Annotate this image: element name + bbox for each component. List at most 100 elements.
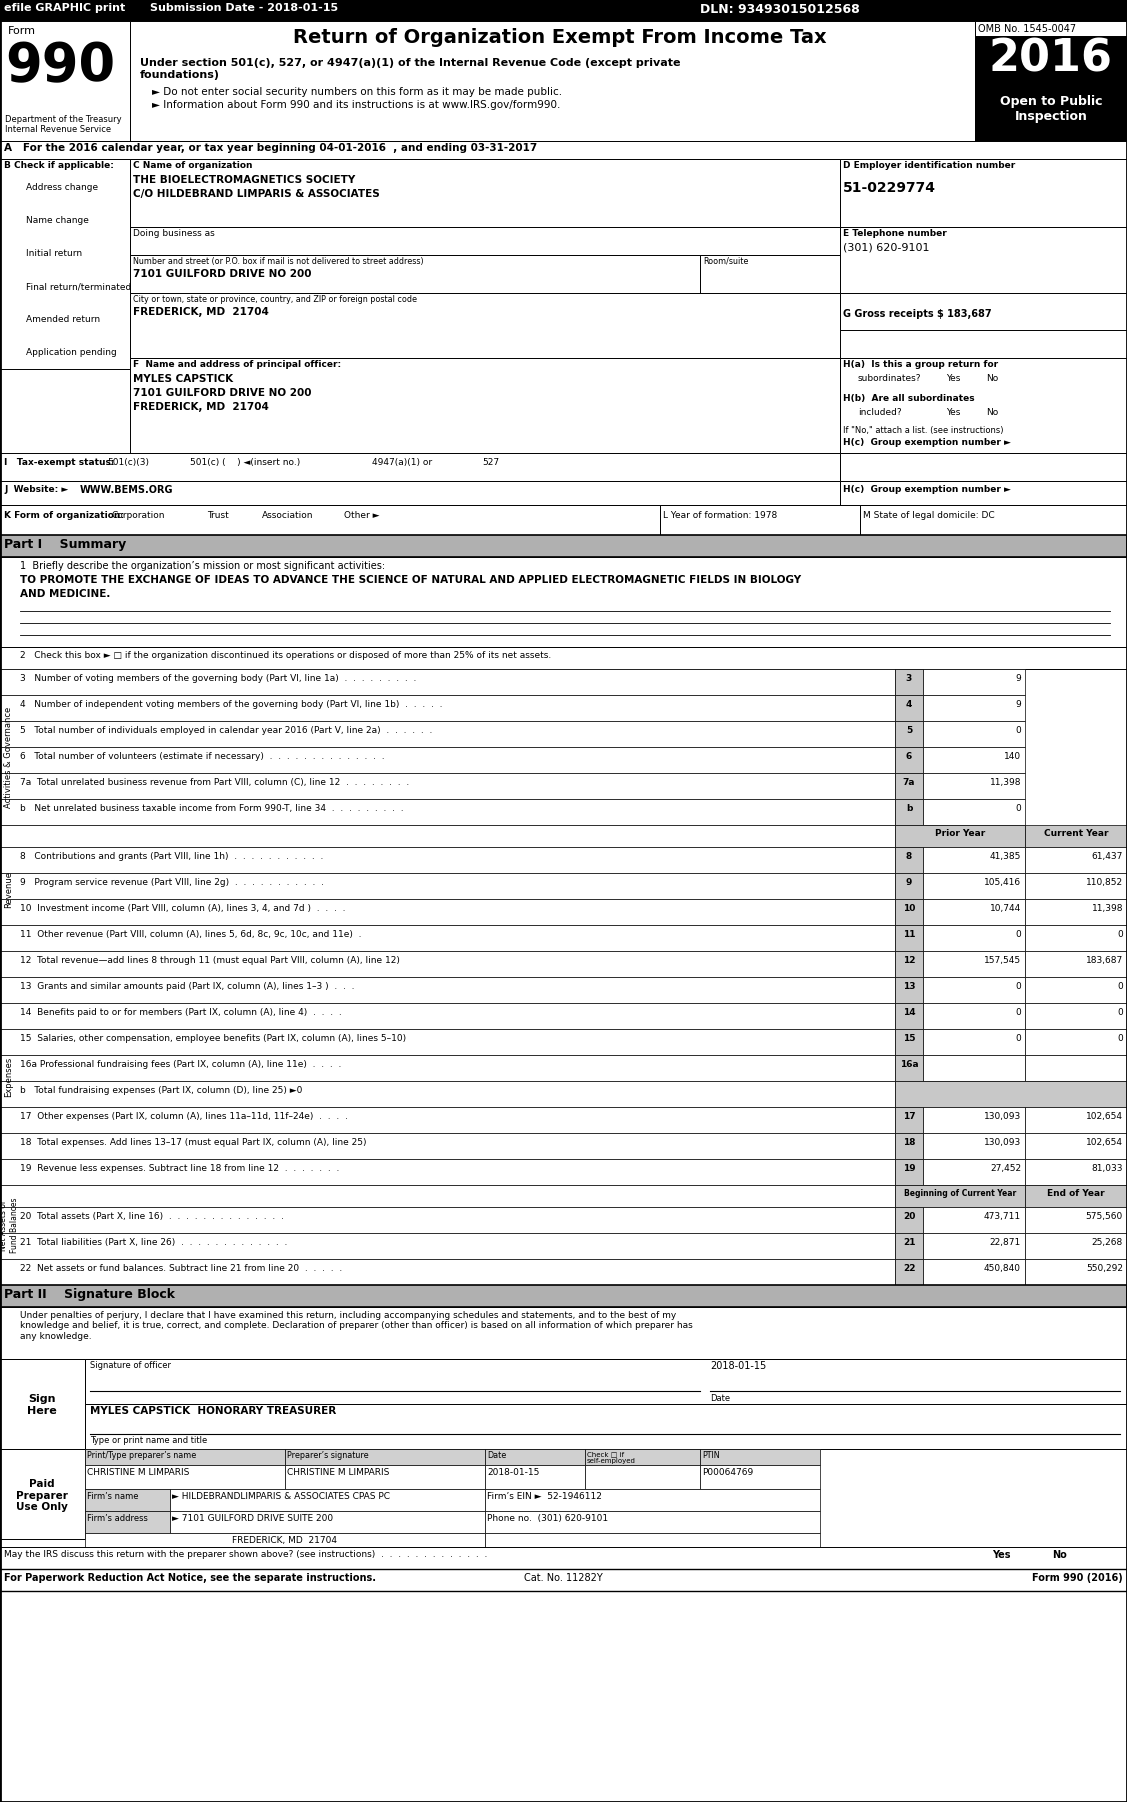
- Text: For Paperwork Reduction Act Notice, see the separate instructions.: For Paperwork Reduction Act Notice, see …: [5, 1573, 376, 1582]
- Text: 4: 4: [906, 699, 912, 708]
- Text: 21: 21: [903, 1238, 915, 1247]
- Bar: [975, 377, 984, 386]
- Text: May the IRS discuss this return with the preparer shown above? (see instructions: May the IRS discuss this return with the…: [5, 1550, 487, 1559]
- Bar: [0, 1186, 895, 1207]
- Text: Doing business as: Doing business as: [133, 229, 215, 238]
- Bar: [85, 1512, 170, 1534]
- Bar: [1024, 899, 1127, 924]
- Text: 13: 13: [903, 982, 915, 991]
- Bar: [85, 1404, 1127, 1449]
- Text: 10: 10: [903, 905, 915, 914]
- Bar: [923, 899, 1024, 924]
- Bar: [923, 847, 1024, 872]
- Bar: [0, 798, 895, 825]
- Bar: [923, 748, 1024, 773]
- Text: H(c)  Group exemption number ►: H(c) Group exemption number ►: [843, 438, 1011, 447]
- Bar: [585, 1449, 700, 1465]
- Text: Name change: Name change: [26, 216, 89, 225]
- Bar: [923, 1159, 1024, 1186]
- Bar: [923, 721, 1024, 748]
- Text: 22: 22: [903, 1263, 915, 1272]
- Text: Internal Revenue Service: Internal Revenue Service: [5, 124, 112, 133]
- Text: C Name of organization: C Name of organization: [133, 160, 252, 169]
- Bar: [895, 1081, 1127, 1106]
- Bar: [923, 696, 1024, 721]
- Text: ► HILDEBRANDLIMPARIS & ASSOCIATES CPAS PC: ► HILDEBRANDLIMPARIS & ASSOCIATES CPAS P…: [172, 1492, 390, 1501]
- Bar: [95, 461, 105, 470]
- Text: 17: 17: [903, 1112, 915, 1121]
- Text: 9: 9: [1015, 674, 1021, 683]
- Text: 15: 15: [903, 1034, 915, 1043]
- Text: ► Do not enter social security numbers on this form as it may be made public.: ► Do not enter social security numbers o…: [152, 86, 562, 97]
- Text: 2   Check this box ► □ if the organization discontinued its operations or dispos: 2 Check this box ► □ if the organization…: [20, 651, 551, 660]
- Text: 105,416: 105,416: [984, 878, 1021, 887]
- Bar: [895, 1207, 923, 1233]
- Bar: [100, 514, 110, 523]
- Text: (301) 620-9101: (301) 620-9101: [843, 243, 930, 252]
- Text: 110,852: 110,852: [1086, 878, 1122, 887]
- Text: MYLES CAPSTICK  HONORARY TREASURER: MYLES CAPSTICK HONORARY TREASURER: [90, 1406, 336, 1416]
- Text: Sign
Here: Sign Here: [27, 1395, 56, 1416]
- Bar: [1024, 1207, 1127, 1233]
- Bar: [895, 721, 923, 748]
- Bar: [1024, 1029, 1127, 1054]
- Text: 9: 9: [906, 878, 912, 887]
- Bar: [935, 411, 944, 420]
- Bar: [895, 977, 923, 1004]
- Bar: [605, 1470, 615, 1479]
- Bar: [485, 1534, 820, 1555]
- Text: Submission Date - 2018-01-15: Submission Date - 2018-01-15: [150, 4, 338, 13]
- Text: 0: 0: [1015, 982, 1021, 991]
- Bar: [0, 1133, 895, 1159]
- Bar: [0, 0, 1127, 22]
- Text: 41,385: 41,385: [990, 852, 1021, 861]
- Text: included?: included?: [858, 407, 902, 416]
- Text: Firm’s address: Firm’s address: [87, 1514, 148, 1523]
- Text: Form: Form: [8, 25, 36, 36]
- Bar: [0, 481, 840, 505]
- Text: FREDERICK, MD  21704: FREDERICK, MD 21704: [133, 306, 269, 317]
- Text: 16a Professional fundraising fees (Part IX, column (A), line 11e)  .  .  .  .: 16a Professional fundraising fees (Part …: [20, 1060, 341, 1069]
- Text: Phone no.  (301) 620-9101: Phone no. (301) 620-9101: [487, 1514, 609, 1523]
- Text: 575,560: 575,560: [1085, 1213, 1122, 1222]
- Text: Check □ if
self-employed: Check □ if self-employed: [587, 1451, 636, 1463]
- Bar: [1024, 951, 1127, 977]
- Text: Cat. No. 11282Y: Cat. No. 11282Y: [524, 1573, 602, 1582]
- Bar: [0, 748, 895, 773]
- Text: H(c)  Group exemption number ►: H(c) Group exemption number ►: [843, 485, 1011, 494]
- Text: 3   Number of voting members of the governing body (Part VI, line 1a)  .  .  .  : 3 Number of voting members of the govern…: [20, 674, 416, 683]
- Bar: [0, 1306, 1127, 1359]
- Text: B Check if applicable:: B Check if applicable:: [5, 160, 114, 169]
- Bar: [895, 748, 923, 773]
- Bar: [840, 227, 1127, 294]
- Bar: [178, 461, 188, 470]
- Bar: [895, 872, 923, 899]
- Text: 18  Total expenses. Add lines 13–17 (must equal Part IX, column (A), line 25): 18 Total expenses. Add lines 13–17 (must…: [20, 1139, 366, 1148]
- Text: Form 990 (2016): Form 990 (2016): [1032, 1573, 1122, 1582]
- Bar: [923, 669, 1024, 696]
- Text: FREDERICK, MD  21704: FREDERICK, MD 21704: [133, 402, 269, 413]
- Bar: [0, 452, 840, 481]
- Text: 7a: 7a: [903, 778, 915, 787]
- Text: MYLES CAPSTICK: MYLES CAPSTICK: [133, 375, 233, 384]
- Text: 0: 0: [1015, 930, 1021, 939]
- Bar: [485, 1512, 820, 1534]
- Text: 1  Briefly describe the organization’s mission or most significant activities:: 1 Briefly describe the organization’s mi…: [20, 560, 385, 571]
- Bar: [0, 1359, 85, 1449]
- Bar: [0, 773, 895, 798]
- Text: b   Total fundraising expenses (Part IX, column (D), line 25) ►0: b Total fundraising expenses (Part IX, c…: [20, 1087, 302, 1096]
- Bar: [250, 514, 260, 523]
- Text: Activities & Governance: Activities & Governance: [5, 706, 14, 807]
- Text: Yes: Yes: [946, 375, 960, 384]
- Bar: [0, 141, 1127, 159]
- Text: Revenue: Revenue: [5, 872, 14, 908]
- Bar: [85, 1465, 285, 1488]
- Text: Final return/terminated: Final return/terminated: [26, 281, 131, 290]
- Text: 20: 20: [903, 1213, 915, 1222]
- Text: 11,398: 11,398: [990, 778, 1021, 787]
- Text: 5   Total number of individuals employed in calendar year 2016 (Part V, line 2a): 5 Total number of individuals employed i…: [20, 726, 433, 735]
- Bar: [923, 1004, 1024, 1029]
- Bar: [895, 1186, 1024, 1207]
- Text: CHRISTINE M LIMPARIS: CHRISTINE M LIMPARIS: [87, 1469, 189, 1478]
- Bar: [1024, 1054, 1127, 1081]
